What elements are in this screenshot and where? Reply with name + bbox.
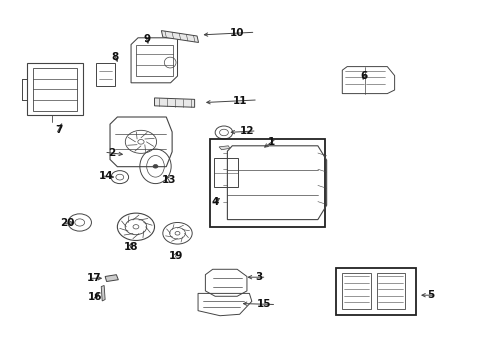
Text: 8: 8	[112, 52, 119, 62]
Text: 16: 16	[88, 292, 102, 302]
Bar	[336, 268, 415, 315]
Text: 13: 13	[161, 175, 176, 185]
Text: 2: 2	[108, 148, 115, 158]
Text: 11: 11	[232, 96, 246, 106]
Text: 20: 20	[60, 218, 75, 228]
Bar	[27, 63, 83, 115]
Text: 3: 3	[255, 272, 262, 282]
Text: 17: 17	[87, 273, 102, 283]
Bar	[376, 273, 404, 309]
Polygon shape	[105, 275, 118, 282]
Text: 4: 4	[211, 197, 219, 207]
Polygon shape	[219, 146, 229, 150]
Bar	[214, 158, 237, 187]
Bar	[96, 63, 115, 86]
Text: 9: 9	[143, 34, 150, 44]
Text: 10: 10	[229, 28, 244, 38]
Polygon shape	[101, 285, 105, 301]
Bar	[136, 45, 172, 76]
Ellipse shape	[153, 165, 158, 168]
Polygon shape	[154, 98, 194, 107]
Text: 1: 1	[267, 137, 274, 147]
Text: 18: 18	[123, 242, 138, 252]
Text: 5: 5	[426, 290, 433, 300]
Bar	[342, 273, 370, 309]
Text: 6: 6	[360, 71, 367, 81]
Text: 14: 14	[99, 171, 114, 181]
Text: 12: 12	[239, 126, 254, 136]
Bar	[210, 139, 325, 227]
Text: 7: 7	[55, 125, 62, 135]
Polygon shape	[161, 31, 198, 42]
Text: 19: 19	[168, 251, 183, 261]
Bar	[33, 68, 77, 111]
Text: 15: 15	[256, 299, 271, 309]
